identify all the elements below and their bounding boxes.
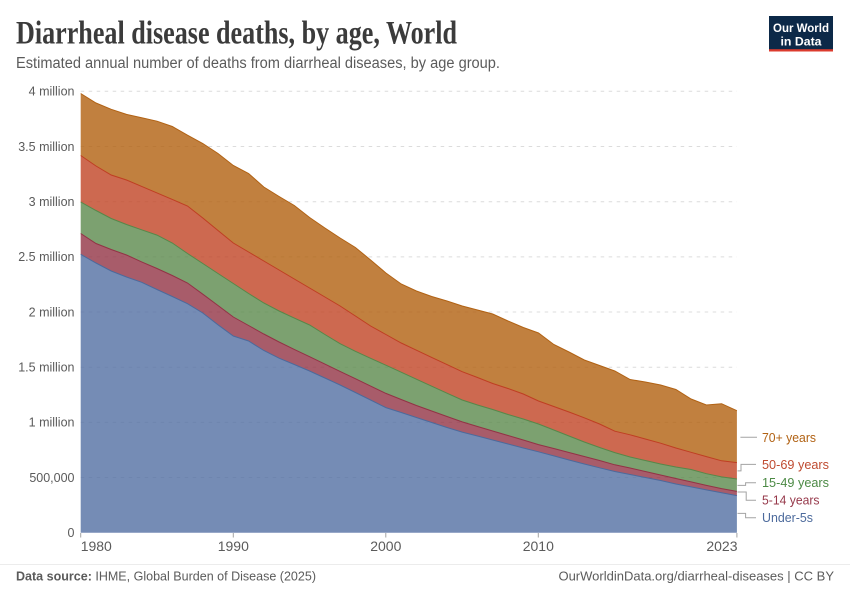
svg-text:50-69 years: 50-69 years <box>762 458 829 472</box>
svg-text:0: 0 <box>68 526 75 540</box>
svg-text:3.5 million: 3.5 million <box>18 140 74 154</box>
svg-text:Under-5s: Under-5s <box>762 511 813 525</box>
svg-text:4 million: 4 million <box>29 85 75 99</box>
svg-text:15-49 years: 15-49 years <box>762 476 829 490</box>
svg-text:2000: 2000 <box>370 538 401 554</box>
svg-text:1980: 1980 <box>81 538 112 554</box>
svg-text:Estimated annual number of dea: Estimated annual number of deaths from d… <box>16 55 500 72</box>
svg-text:2 million: 2 million <box>29 305 75 319</box>
svg-text:1990: 1990 <box>218 538 249 554</box>
svg-text:1 million: 1 million <box>29 416 75 430</box>
svg-text:2010: 2010 <box>523 538 554 554</box>
svg-text:500,000: 500,000 <box>29 471 74 485</box>
svg-text:in Data: in Data <box>781 34 822 48</box>
svg-text:2023: 2023 <box>706 538 737 554</box>
svg-text:OurWorldinData.org/diarrheal-d: OurWorldinData.org/diarrheal-diseases | … <box>558 569 834 584</box>
svg-text:3 million: 3 million <box>29 195 75 209</box>
svg-text:Diarrheal disease deaths, by a: Diarrheal disease deaths, by age, World <box>16 16 457 52</box>
svg-text:70+ years: 70+ years <box>762 431 816 445</box>
svg-text:5-14 years: 5-14 years <box>762 493 820 507</box>
svg-text:1.5 million: 1.5 million <box>18 361 74 375</box>
svg-text:Data source: IHME, Global Burd: Data source: IHME, Global Burden of Dise… <box>16 569 316 584</box>
svg-text:Our World: Our World <box>773 21 829 35</box>
svg-text:2.5 million: 2.5 million <box>18 250 74 264</box>
